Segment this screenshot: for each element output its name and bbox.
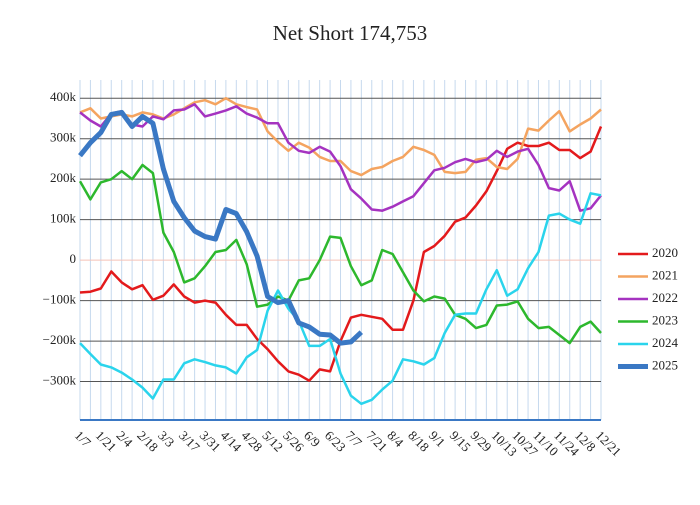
series-line [78, 109, 364, 346]
chart-title: Net Short 174,753 [273, 21, 428, 45]
legend-label: 2020 [652, 245, 678, 260]
legend-label: 2022 [652, 290, 678, 305]
y-tick-label: 0 [70, 251, 77, 266]
legend-label: 2025 [652, 357, 678, 372]
series-line [79, 192, 602, 406]
series-line [79, 103, 602, 212]
legend-label: 2023 [652, 312, 678, 327]
y-tick-label: 400k [50, 89, 77, 104]
y-tick-label: −100k [43, 292, 77, 307]
y-tick-label: 200k [50, 170, 77, 185]
series-line [78, 163, 602, 345]
y-tick-label: 300k [50, 130, 77, 145]
y-tick-label: −300k [43, 373, 77, 388]
legend-label: 2024 [652, 335, 679, 350]
y-tick-label: −200k [43, 332, 77, 347]
legend-label: 2021 [652, 267, 678, 282]
y-tick-label: 100k [50, 211, 77, 226]
